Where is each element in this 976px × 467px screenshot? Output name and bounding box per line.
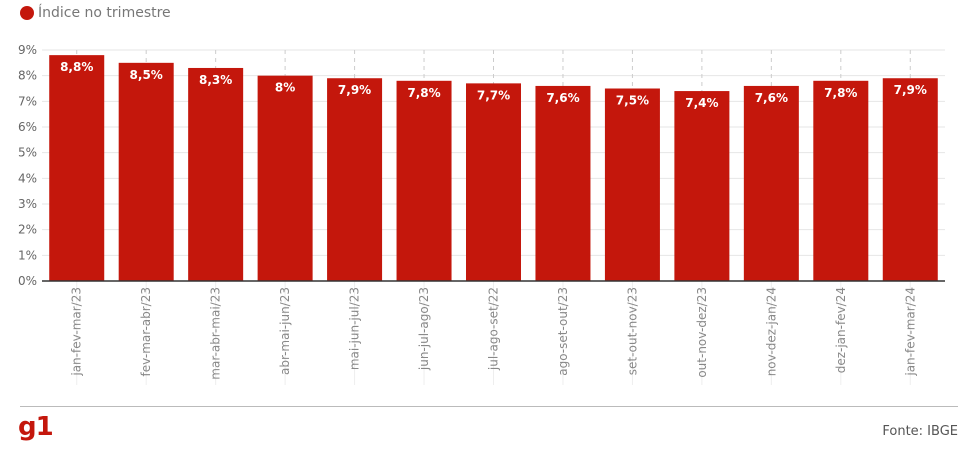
y-tick-label: 4% (18, 171, 37, 185)
data-label: 7,8% (824, 86, 857, 100)
footer-divider (20, 406, 958, 407)
legend-dot-icon (20, 6, 34, 20)
x-tick-label: mar-abr-mai/23 (209, 287, 223, 380)
y-tick-label: 1% (18, 248, 37, 262)
data-label: 8% (275, 81, 295, 95)
bar-chart: 0% 1% 2% 3% 4% 5% 6% 7% 8% 9% 8,8% jan-fev-mar/23 8,… (18, 43, 945, 385)
x-tick-label: fev-mar-abr/23 (139, 287, 153, 376)
x-tick-label: jan-fev-mar/24 (903, 287, 917, 377)
x-tick-label: ago-set-out/23 (556, 287, 570, 376)
bar (743, 85, 799, 281)
bar (327, 78, 383, 281)
data-label: 7,9% (338, 83, 371, 97)
legend: Índice no trimestre (20, 5, 171, 21)
data-label: 7,8% (407, 86, 440, 100)
x-tick-label: abr-mai-jun/23 (278, 287, 292, 375)
data-label: 7,4% (685, 96, 718, 110)
bar (396, 80, 452, 281)
data-label: 8,5% (130, 68, 163, 82)
y-tick-label: 7% (18, 94, 37, 108)
legend-label: Índice no trimestre (38, 5, 171, 21)
y-tick-label: 6% (18, 120, 37, 134)
bar (188, 67, 244, 281)
data-label: 8,8% (60, 60, 93, 74)
data-label: 8,3% (199, 73, 232, 87)
bar (813, 80, 869, 281)
bar (118, 62, 174, 282)
data-label: 7,5% (616, 94, 649, 108)
data-label: 7,6% (755, 91, 788, 105)
bar (466, 83, 521, 281)
y-tick-label: 5% (18, 146, 37, 160)
data-label: 7,7% (477, 88, 510, 102)
y-tick-label: 9% (18, 43, 37, 57)
y-tick-label: 0% (18, 274, 37, 288)
data-label: 7,6% (546, 91, 579, 105)
bar (882, 78, 938, 281)
x-tick-label: mai-jun-jul/23 (348, 287, 362, 370)
y-tick-label: 8% (18, 69, 37, 83)
x-tick-label: out-nov-dez/23 (695, 287, 709, 378)
x-tick-label: nov-dez-jan/24 (764, 287, 778, 376)
y-tick-label: 2% (18, 223, 37, 237)
x-tick-label: set-out-nov/23 (625, 287, 639, 375)
bar (535, 85, 591, 281)
bar (674, 91, 730, 281)
x-tick-label: dez-jan-fev/24 (834, 287, 848, 373)
bar (257, 75, 313, 282)
x-tick-label: jun-jul-ago/23 (417, 287, 431, 371)
bar (604, 88, 660, 281)
bar (49, 55, 105, 282)
data-label: 7,9% (894, 83, 927, 97)
x-tick-label: jan-fev-mar/23 (70, 287, 84, 377)
y-tick-label: 3% (18, 197, 37, 211)
source-text: Fonte: IBGE (882, 424, 958, 439)
x-tick-label: jul-ago-set/22 (487, 287, 501, 371)
g1-logo: g1 (18, 412, 54, 442)
